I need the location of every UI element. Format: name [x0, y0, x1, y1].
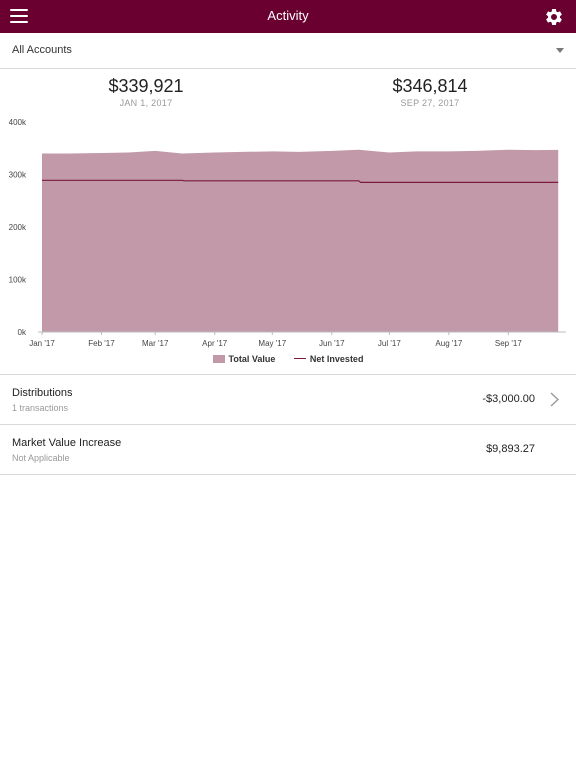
- y-tick-label: 0k: [18, 328, 27, 337]
- row-value: $9,893.27: [486, 443, 535, 455]
- legend-swatch-area: [212, 355, 225, 363]
- divider: [0, 474, 576, 475]
- series-net-invested-line: [42, 179, 559, 184]
- x-tick-label: Jun '17: [319, 339, 345, 348]
- y-tick-label: 100k: [9, 276, 27, 285]
- nav-bar: Activity: [0, 0, 576, 33]
- y-tick-label: 200k: [9, 223, 27, 232]
- x-tick-label: Jul '17: [378, 339, 401, 348]
- distributions-row[interactable]: Distributions 1 transactions -$3,000.00: [0, 374, 576, 424]
- x-tick-label: Mar '17: [142, 339, 169, 348]
- legend-item-total-value: Total Value: [212, 354, 276, 364]
- row-subtitle: 1 transactions: [12, 403, 69, 413]
- x-tick-label: Jan '17: [29, 339, 55, 348]
- x-tick-label: Aug '17: [435, 339, 462, 348]
- legend-item-net-invested: Net Invested: [293, 354, 364, 364]
- series-total-value-area: [42, 149, 559, 332]
- end-date: SEP 27, 2017: [400, 98, 460, 108]
- legend-label-total-value: Total Value: [228, 354, 276, 364]
- x-tick-label: Apr '17: [202, 339, 228, 348]
- row-title: Distributions: [12, 387, 73, 399]
- x-tick-label: Sep '17: [495, 339, 522, 348]
- account-selector-value: All Accounts: [12, 44, 72, 56]
- start-amount: $339,921: [108, 76, 184, 96]
- row-subtitle: Not Applicable: [12, 453, 70, 463]
- end-value-summary: $346,814 SEP 27, 2017: [330, 76, 530, 108]
- legend-label-net-invested: Net Invested: [309, 354, 364, 364]
- start-date: JAN 1, 2017: [119, 98, 173, 108]
- market-value-increase-row: Market Value Increase Not Applicable $9,…: [0, 424, 576, 474]
- y-tick-label: 300k: [9, 171, 27, 180]
- end-amount: $346,814: [392, 76, 468, 96]
- x-tick-label: Feb '17: [88, 339, 115, 348]
- hamburger-menu-icon[interactable]: [10, 9, 28, 24]
- y-tick-label: 400k: [9, 118, 27, 127]
- account-selector[interactable]: All Accounts: [0, 33, 576, 69]
- start-value-summary: $339,921 JAN 1, 2017: [46, 76, 246, 108]
- row-title: Market Value Increase: [12, 437, 122, 449]
- page-title: Activity: [267, 8, 309, 23]
- chart-legend: Total Value Net Invested: [0, 354, 576, 364]
- row-value: -$3,000.00: [482, 393, 535, 405]
- legend-swatch-line: [293, 358, 306, 359]
- x-tick-label: May '17: [258, 339, 286, 348]
- activity-chart: 0k 100k 200k 300k 400k Jan '17 Feb '17 Mar '17 A…: [9, 118, 566, 348]
- gear-icon[interactable]: [544, 7, 564, 27]
- chevron-right-icon[interactable]: [550, 392, 559, 407]
- chevron-down-icon: [556, 48, 564, 53]
